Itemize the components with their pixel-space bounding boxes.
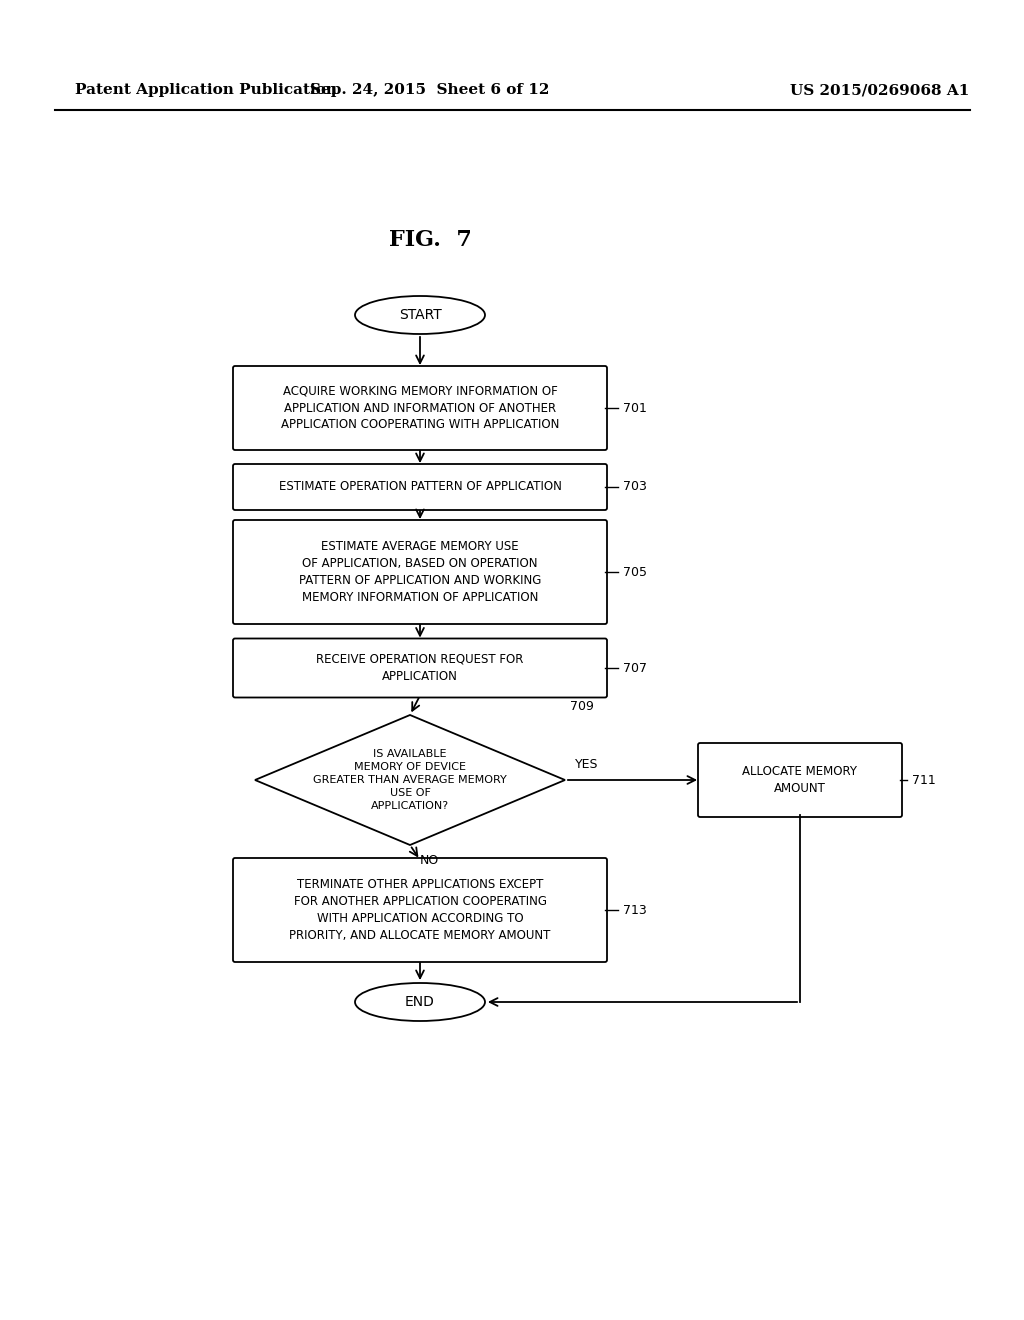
FancyBboxPatch shape: [698, 743, 902, 817]
Text: 705: 705: [623, 565, 647, 578]
Ellipse shape: [355, 296, 485, 334]
FancyBboxPatch shape: [233, 639, 607, 697]
Text: RECEIVE OPERATION REQUEST FOR
APPLICATION: RECEIVE OPERATION REQUEST FOR APPLICATIO…: [316, 653, 523, 682]
FancyBboxPatch shape: [233, 465, 607, 510]
Text: Patent Application Publication: Patent Application Publication: [75, 83, 337, 96]
Text: YES: YES: [575, 759, 598, 771]
Text: ESTIMATE OPERATION PATTERN OF APPLICATION: ESTIMATE OPERATION PATTERN OF APPLICATIO…: [279, 480, 561, 494]
Text: IS AVAILABLE
MEMORY OF DEVICE
GREATER THAN AVERAGE MEMORY
USE OF
APPLICATION?: IS AVAILABLE MEMORY OF DEVICE GREATER TH…: [313, 750, 507, 810]
Polygon shape: [255, 715, 565, 845]
Text: ACQUIRE WORKING MEMORY INFORMATION OF
APPLICATION AND INFORMATION OF ANOTHER
APP: ACQUIRE WORKING MEMORY INFORMATION OF AP…: [281, 384, 559, 432]
Text: 703: 703: [623, 480, 647, 494]
Text: END: END: [406, 995, 435, 1008]
Text: START: START: [398, 308, 441, 322]
FancyBboxPatch shape: [233, 366, 607, 450]
FancyBboxPatch shape: [233, 858, 607, 962]
Text: 701: 701: [623, 401, 647, 414]
Text: NO: NO: [420, 854, 439, 866]
Text: ALLOCATE MEMORY
AMOUNT: ALLOCATE MEMORY AMOUNT: [742, 766, 857, 795]
FancyBboxPatch shape: [233, 520, 607, 624]
Text: 707: 707: [623, 661, 647, 675]
Text: US 2015/0269068 A1: US 2015/0269068 A1: [790, 83, 970, 96]
Ellipse shape: [355, 983, 485, 1020]
Text: 709: 709: [570, 701, 594, 714]
Text: 711: 711: [912, 774, 936, 787]
Text: Sep. 24, 2015  Sheet 6 of 12: Sep. 24, 2015 Sheet 6 of 12: [310, 83, 550, 96]
Text: ESTIMATE AVERAGE MEMORY USE
OF APPLICATION, BASED ON OPERATION
PATTERN OF APPLIC: ESTIMATE AVERAGE MEMORY USE OF APPLICATI…: [299, 540, 542, 605]
Text: FIG.  7: FIG. 7: [388, 228, 471, 251]
Text: TERMINATE OTHER APPLICATIONS EXCEPT
FOR ANOTHER APPLICATION COOPERATING
WITH APP: TERMINATE OTHER APPLICATIONS EXCEPT FOR …: [290, 878, 551, 942]
Text: 713: 713: [623, 903, 647, 916]
